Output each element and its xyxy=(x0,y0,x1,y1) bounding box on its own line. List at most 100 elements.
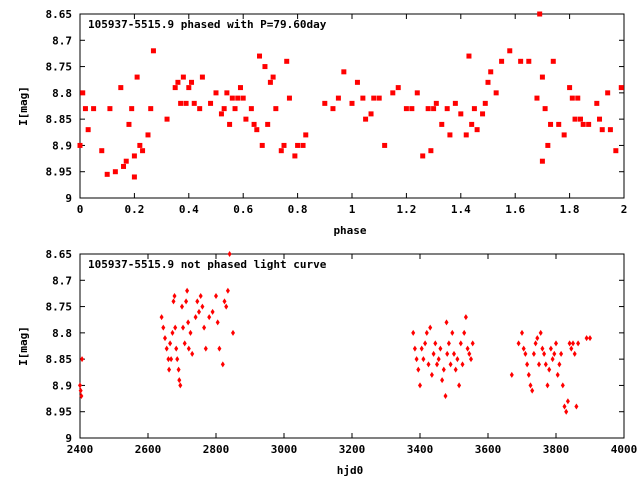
phased-data-point xyxy=(428,148,434,154)
unphased-data-point xyxy=(554,340,558,347)
unphased-data-point xyxy=(163,335,167,342)
unphased-data-point xyxy=(197,308,201,315)
unphased-data-point xyxy=(214,293,218,300)
phased-data-point xyxy=(107,106,113,112)
phased-data-point xyxy=(458,111,464,117)
unphased-data-point xyxy=(411,329,416,336)
phased-x-tick-label: 0.6 xyxy=(233,203,253,216)
unphased-data-point xyxy=(526,371,531,378)
phased-y-tick-labels: 8.65 8.7 8.75 8.8 8.85 8.9 8.95 9 xyxy=(46,8,73,205)
phased-data-point xyxy=(278,148,284,154)
unphased-data-point xyxy=(450,329,455,336)
unphased-x-tick-label: 4000 xyxy=(611,443,638,456)
unphased-data-point xyxy=(186,345,191,352)
phased-data-point xyxy=(572,116,578,122)
phased-data-point xyxy=(452,100,458,106)
phased-x-tick-label: 0.2 xyxy=(124,203,144,216)
phased-data-point xyxy=(569,95,575,101)
phased-data-point xyxy=(85,127,91,133)
unphased-x-tick-label: 2400 xyxy=(67,443,94,456)
unphased-data-point xyxy=(433,340,438,347)
unphased-data-point xyxy=(423,340,428,347)
phased-data-point xyxy=(382,142,388,148)
phased-y-tick-label: 8.95 xyxy=(46,166,73,179)
phased-data-point xyxy=(444,106,450,112)
phased-data-point xyxy=(534,95,540,101)
phased-data-point xyxy=(221,106,227,112)
unphased-data-point xyxy=(521,345,526,352)
phased-data-point xyxy=(613,148,619,154)
unphased-data-point xyxy=(543,361,548,368)
unphased-data-point xyxy=(448,361,453,368)
unphased-data-point xyxy=(227,251,232,257)
phased-data-point xyxy=(284,58,290,64)
unphased-y-tick-label: 8.75 xyxy=(46,301,73,314)
unphased-data-point xyxy=(164,345,169,352)
unphased-data-point xyxy=(178,382,183,389)
unphased-data-point xyxy=(78,387,83,394)
phased-y-tick-label: 8.65 xyxy=(46,8,73,21)
phased-data-point xyxy=(431,106,437,112)
unphased-data-point xyxy=(441,366,446,373)
unphased-data-point xyxy=(516,340,521,347)
unphased-data-point xyxy=(416,366,421,373)
unphased-y-tick-label: 8.95 xyxy=(46,406,73,419)
unphased-data-point xyxy=(467,350,472,357)
phased-data-point xyxy=(131,153,137,159)
phased-data-point xyxy=(395,85,401,91)
unphased-x-tick-label: 3800 xyxy=(543,443,570,456)
phased-light-curve-panel: 0 0.2 0.4 0.6 0.8 1 1.2 1.4 1.6 1.8 2 8.658.78.758… xyxy=(17,8,627,237)
phased-data-point xyxy=(480,111,486,117)
unphased-data-point xyxy=(542,350,547,357)
phased-y-tick-label: 8.7 xyxy=(52,34,72,47)
unphased-data-point xyxy=(171,298,176,305)
phased-data-point xyxy=(265,121,271,127)
phased-data-point xyxy=(281,142,287,148)
phased-data-point xyxy=(586,121,592,127)
phased-data-point xyxy=(414,90,420,96)
unphased-data-point xyxy=(188,329,193,336)
unphased-data-point xyxy=(557,361,562,368)
unphased-data-point xyxy=(531,350,536,357)
phased-data-point xyxy=(183,100,189,106)
unphased-data-point xyxy=(176,366,181,373)
phased-data-point xyxy=(189,79,195,85)
unphased-data-point xyxy=(445,350,450,357)
phased-data-point xyxy=(248,106,254,112)
phased-data-point xyxy=(180,74,186,80)
unphased-data-point xyxy=(569,345,574,352)
phased-data-point xyxy=(91,106,97,112)
phased-data-point xyxy=(335,95,341,101)
phased-data-point xyxy=(303,132,309,138)
unphased-data-point xyxy=(190,350,195,357)
unphased-data-point xyxy=(509,371,514,378)
phased-y-tick-label: 8.9 xyxy=(52,139,72,152)
phased-x-tick-labels: 0 0.2 0.4 0.6 0.8 1 1.2 1.4 1.6 1.8 2 xyxy=(77,203,628,216)
phased-data-point xyxy=(539,158,545,164)
unphased-light-curve-panel: 2400 2600 2800 3000 3200 3400 3600 3800 4000 8.6… xyxy=(17,248,637,477)
unphased-data-point xyxy=(572,350,577,357)
unphased-data-point xyxy=(525,361,530,368)
unphased-data-point xyxy=(460,361,465,368)
phased-data-point xyxy=(482,100,488,106)
unphased-data-point xyxy=(175,356,180,363)
phased-data-point xyxy=(605,90,611,96)
unphased-data-point xyxy=(571,340,575,347)
phased-data-point xyxy=(330,106,336,112)
unphased-x-tick-labels: 2400 2600 2800 3000 3200 3400 3600 3800 4000 xyxy=(67,443,638,456)
phased-data-point xyxy=(148,106,154,112)
unphased-data-point xyxy=(424,329,429,336)
phased-data-point xyxy=(594,100,600,106)
phased-x-tick-label: 1.6 xyxy=(505,203,525,216)
phased-data-point xyxy=(300,142,306,148)
phased-axis-ticks xyxy=(79,13,625,199)
phased-data-point xyxy=(235,95,241,101)
unphased-x-tick-label: 3000 xyxy=(271,443,298,456)
phased-data-point xyxy=(466,53,472,59)
unphased-x-tick-label: 2600 xyxy=(135,443,162,456)
unphased-plot-title: 105937-5515.9 not phased light curve xyxy=(88,258,327,271)
unphased-data-point xyxy=(462,329,467,336)
phased-data-point xyxy=(218,111,224,117)
unphased-data-point xyxy=(463,314,468,321)
phased-data-point xyxy=(349,100,355,106)
